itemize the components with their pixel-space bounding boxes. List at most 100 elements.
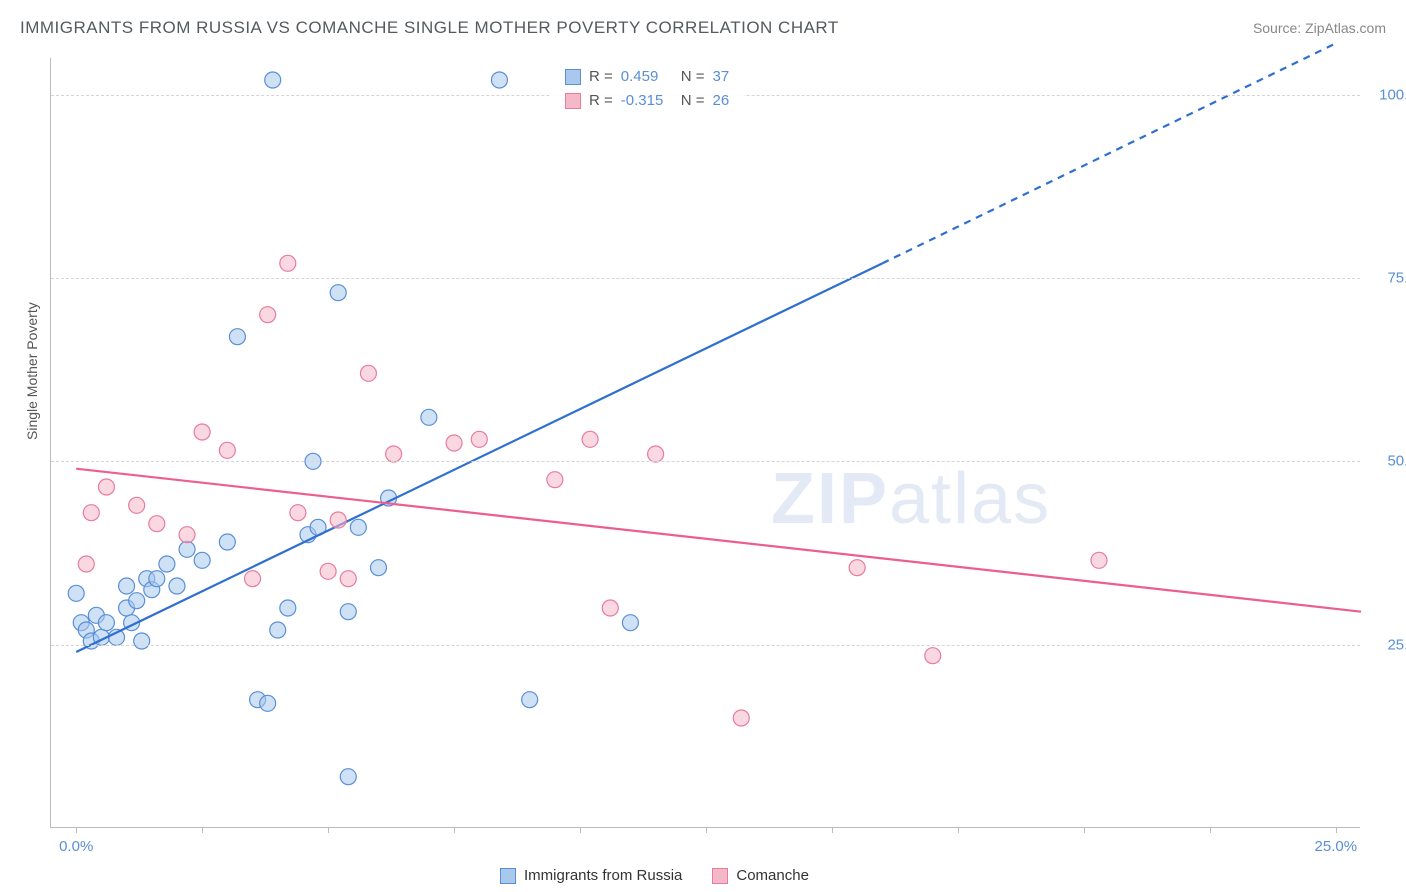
chart-title: IMMIGRANTS FROM RUSSIA VS COMANCHE SINGL… [20, 18, 839, 38]
x-tick [580, 827, 581, 833]
x-tick-label: 0.0% [59, 838, 93, 855]
data-point [129, 497, 145, 513]
n-value: 37 [713, 65, 730, 89]
data-point [260, 695, 276, 711]
data-point [245, 571, 261, 587]
y-axis-label: Single Mother Poverty [24, 302, 40, 440]
data-point [350, 519, 366, 535]
data-point [320, 563, 336, 579]
x-tick [1210, 827, 1211, 833]
data-point [149, 516, 165, 532]
y-tick-label: 25.0% [1370, 636, 1406, 653]
data-point [446, 435, 462, 451]
x-tick [328, 827, 329, 833]
data-point [179, 541, 195, 557]
data-point [491, 72, 507, 88]
data-point [849, 560, 865, 576]
data-point [68, 585, 84, 601]
legend-stats: R = 0.459 N = 37 R = -0.315 N = 26 [550, 58, 744, 120]
data-point [386, 446, 402, 462]
data-point [179, 527, 195, 543]
data-point [83, 505, 99, 521]
source-label: Source: ZipAtlas.com [1253, 20, 1386, 36]
data-point [194, 424, 210, 440]
x-tick-label: 25.0% [1315, 838, 1358, 855]
data-point [129, 593, 145, 609]
data-point [522, 692, 538, 708]
y-tick-label: 75.0% [1370, 270, 1406, 287]
data-point [925, 648, 941, 664]
legend-swatch [565, 93, 581, 109]
r-value: 0.459 [621, 65, 673, 89]
data-point [98, 479, 114, 495]
x-tick [1336, 827, 1337, 833]
x-tick [202, 827, 203, 833]
data-point [98, 615, 114, 631]
data-point [78, 556, 94, 572]
data-point [1091, 552, 1107, 568]
data-point [265, 72, 281, 88]
x-tick [958, 827, 959, 833]
y-tick-label: 50.0% [1370, 453, 1406, 470]
data-point [149, 571, 165, 587]
gridline [51, 278, 1360, 279]
data-point [340, 571, 356, 587]
data-point [330, 285, 346, 301]
data-point [159, 556, 175, 572]
legend-label: Comanche [736, 867, 809, 884]
trend-line [76, 263, 882, 652]
y-tick-label: 100.0% [1370, 86, 1406, 103]
data-point [219, 442, 235, 458]
r-label: R = [589, 65, 613, 89]
data-point [194, 552, 210, 568]
legend-stat-row: R = -0.315 N = 26 [565, 89, 729, 113]
chart-svg [51, 58, 1360, 827]
trend-line-extrapolated [882, 43, 1335, 263]
x-tick [454, 827, 455, 833]
r-label: R = [589, 89, 613, 113]
x-tick [1084, 827, 1085, 833]
legend-item: Immigrants from Russia [500, 867, 682, 884]
data-point [134, 633, 150, 649]
data-point [421, 409, 437, 425]
data-point [330, 512, 346, 528]
data-point [340, 604, 356, 620]
gridline [51, 461, 1360, 462]
x-tick [706, 827, 707, 833]
data-point [169, 578, 185, 594]
legend-stat-row: R = 0.459 N = 37 [565, 65, 729, 89]
data-point [229, 329, 245, 345]
data-point [582, 431, 598, 447]
trend-line [76, 469, 1361, 612]
data-point [219, 534, 235, 550]
title-bar: IMMIGRANTS FROM RUSSIA VS COMANCHE SINGL… [20, 18, 1386, 38]
legend-item: Comanche [712, 867, 809, 884]
plot-area: ZIPatlas 25.0%50.0%75.0%100.0%0.0%25.0% [50, 58, 1360, 828]
data-point [119, 578, 135, 594]
legend-swatch [712, 868, 728, 884]
legend-swatch [500, 868, 516, 884]
x-tick [76, 827, 77, 833]
data-point [260, 307, 276, 323]
data-point [471, 431, 487, 447]
gridline [51, 645, 1360, 646]
n-label: N = [681, 65, 705, 89]
data-point [648, 446, 664, 462]
data-point [602, 600, 618, 616]
data-point [280, 600, 296, 616]
n-label: N = [681, 89, 705, 113]
data-point [290, 505, 306, 521]
data-point [270, 622, 286, 638]
data-point [622, 615, 638, 631]
data-point [280, 255, 296, 271]
data-point [360, 365, 376, 381]
x-tick [832, 827, 833, 833]
legend-swatch [565, 69, 581, 85]
legend-label: Immigrants from Russia [524, 867, 682, 884]
data-point [371, 560, 387, 576]
n-value: 26 [713, 89, 730, 113]
legend-series: Immigrants from Russia Comanche [500, 867, 809, 884]
data-point [340, 769, 356, 785]
data-point [547, 472, 563, 488]
r-value: -0.315 [621, 89, 673, 113]
